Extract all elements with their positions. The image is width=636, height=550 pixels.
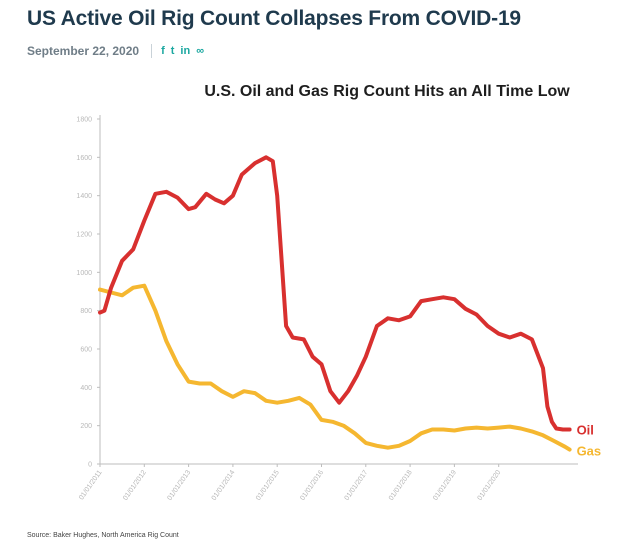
y-tick-label: 200 — [80, 423, 92, 430]
x-tick-label: 01/01/2013 — [166, 469, 192, 502]
x-tick-label: 01/01/2011 — [78, 469, 104, 501]
x-tick-label: 01/01/2014 — [211, 469, 237, 502]
oil-series-line — [98, 155, 572, 432]
x-tick-label: 01/01/2012 — [122, 469, 148, 502]
y-tick-label: 1600 — [76, 155, 92, 162]
y-tick-label: 1200 — [76, 232, 92, 239]
y-tick-label: 600 — [80, 347, 92, 354]
chart-title: U.S. Oil and Gas Rig Count Hits an All T… — [204, 83, 570, 100]
source-note: Source: Baker Hughes, North America Rig … — [27, 532, 179, 539]
chart-axes: 0 200 400 600 800 1000 1200 1400 1600 1800 01/01/2… — [76, 115, 578, 502]
x-tick-label: 01/01/2020 — [476, 469, 502, 502]
linkedin-icon[interactable]: in — [180, 45, 191, 57]
x-tick-label: 01/01/2017 — [344, 469, 370, 502]
chart-legend: Gas Oil — [577, 423, 602, 459]
x-tick-label: 01/01/2019 — [432, 469, 458, 502]
y-tick-label: 1800 — [76, 117, 92, 124]
chart-series — [98, 155, 572, 452]
y-tick-label: 0 — [88, 462, 92, 469]
x-tick-label: 01/01/2016 — [299, 469, 325, 502]
link-icon[interactable]: ∞ — [196, 45, 205, 57]
publish-date: September 22, 2020 — [27, 44, 140, 58]
y-tick-label: 800 — [80, 308, 92, 315]
meta-divider — [151, 44, 153, 58]
y-tick-label: 400 — [80, 385, 92, 392]
twitter-icon[interactable]: t — [170, 45, 175, 57]
article-meta: September 22, 2020 f t in ∞ — [27, 44, 204, 58]
gas-series-line — [98, 283, 572, 452]
share-links: f t in ∞ — [161, 45, 204, 57]
article-headline: US Active Oil Rig Count Collapses From C… — [27, 7, 521, 30]
y-tick-label: 1000 — [76, 270, 92, 277]
gas-legend-label: Gas — [577, 444, 602, 459]
y-tick-label: 1400 — [76, 193, 92, 200]
facebook-icon[interactable]: f — [161, 45, 165, 57]
x-tick-label: 01/01/2018 — [388, 469, 414, 502]
x-tick-label: 01/01/2015 — [255, 469, 281, 502]
oil-legend-label: Oil — [577, 423, 594, 438]
rig-count-chart: U.S. Oil and Gas Rig Count Hits an All T… — [76, 83, 602, 502]
chart-container: U.S. Oil and Gas Rig Count Hits an All T… — [27, 72, 627, 520]
